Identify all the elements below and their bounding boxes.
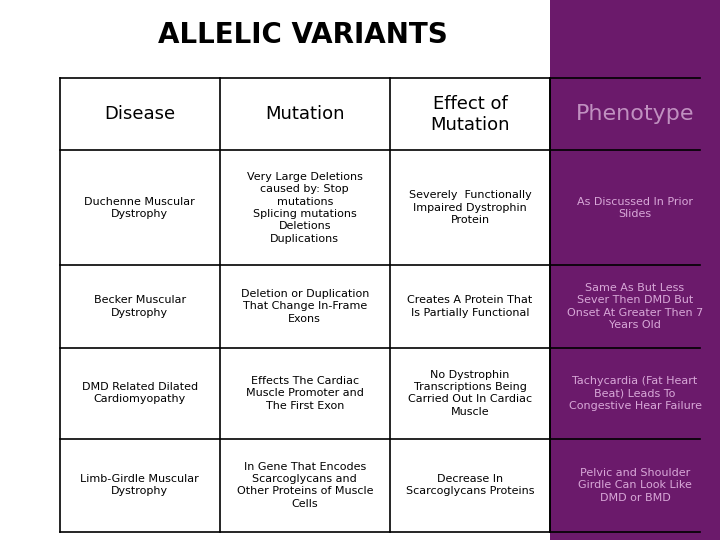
Text: Severely  Functionally
Impaired Dystrophin
Protein: Severely Functionally Impaired Dystrophi… <box>409 190 531 225</box>
Bar <box>60 78 550 532</box>
Text: Phenotype: Phenotype <box>576 104 694 124</box>
Text: Mutation: Mutation <box>265 105 345 123</box>
Text: As Discussed In Prior
Slides: As Discussed In Prior Slides <box>577 197 693 219</box>
Text: Decrease In
Scarcoglycans Proteins: Decrease In Scarcoglycans Proteins <box>406 474 534 496</box>
Text: Pelvic and Shoulder
Girdle Can Look Like
DMD or BMD: Pelvic and Shoulder Girdle Can Look Like… <box>578 468 692 503</box>
Text: Effects The Cardiac
Muscle Promoter and
The First Exon: Effects The Cardiac Muscle Promoter and … <box>246 376 364 410</box>
Text: In Gene That Encodes
Scarcoglycans and
Other Proteins of Muscle
Cells: In Gene That Encodes Scarcoglycans and O… <box>237 462 373 509</box>
Text: Limb-Girdle Muscular
Dystrophy: Limb-Girdle Muscular Dystrophy <box>81 474 199 496</box>
Text: Deletion or Duplication
That Change In-Frame
Exons: Deletion or Duplication That Change In-F… <box>240 289 369 324</box>
Text: Tachycardia (Fat Heart
Beat) Leads To
Congestive Hear Failure: Tachycardia (Fat Heart Beat) Leads To Co… <box>569 376 701 410</box>
Text: ALLELIC VARIANTS: ALLELIC VARIANTS <box>158 21 447 49</box>
Text: Very Large Deletions
caused by: Stop
mutations
Splicing mutations
Deletions
Dupl: Very Large Deletions caused by: Stop mut… <box>247 172 363 244</box>
Bar <box>0 0 550 78</box>
Text: Duchenne Muscular
Dystrophy: Duchenne Muscular Dystrophy <box>84 197 195 219</box>
Text: Same As But Less
Sever Then DMD But
Onset At Greater Then 7
Years Old: Same As But Less Sever Then DMD But Onse… <box>567 283 703 330</box>
Text: Creates A Protein That
Is Partially Functional: Creates A Protein That Is Partially Func… <box>408 295 533 318</box>
Text: Becker Muscular
Dystrophy: Becker Muscular Dystrophy <box>94 295 186 318</box>
Text: No Dystrophin
Transcriptions Being
Carried Out In Cardiac
Muscle: No Dystrophin Transcriptions Being Carri… <box>408 369 532 417</box>
Text: DMD Related Dilated
Cardiomyopathy: DMD Related Dilated Cardiomyopathy <box>82 382 198 404</box>
Bar <box>550 0 720 540</box>
Text: Disease: Disease <box>104 105 176 123</box>
Text: Effect of
Mutation: Effect of Mutation <box>431 95 510 134</box>
